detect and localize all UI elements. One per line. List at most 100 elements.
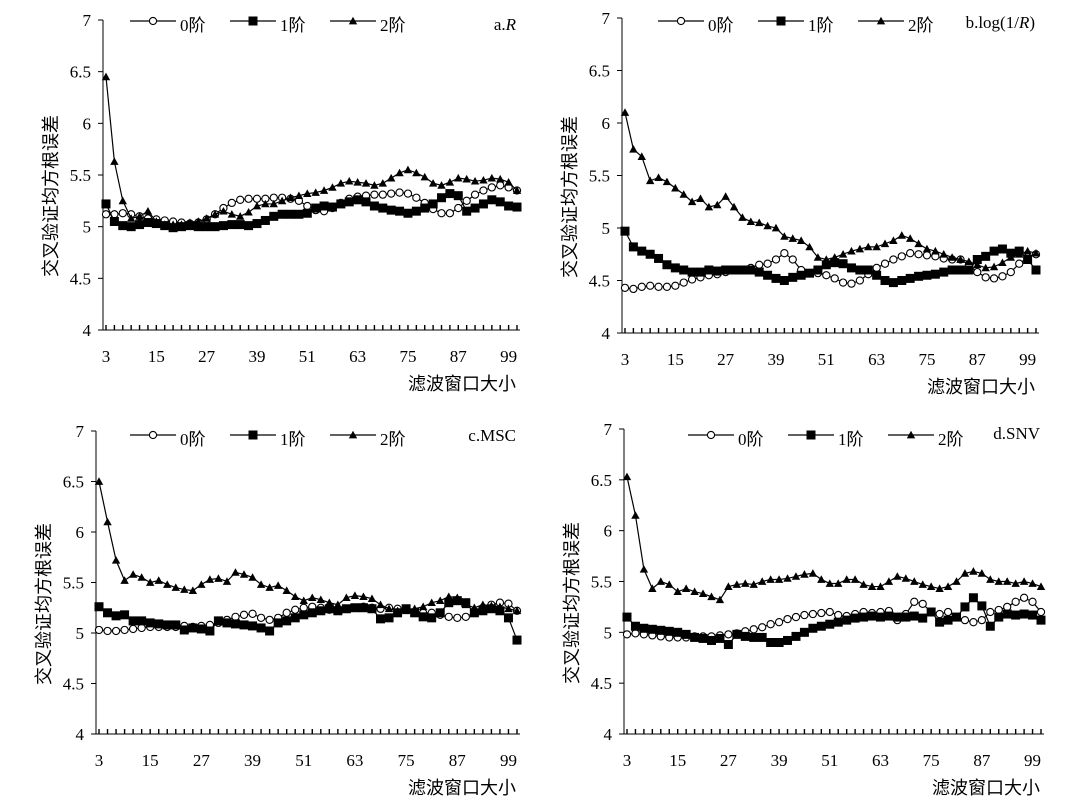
data-point-square: [830, 258, 840, 268]
data-point-triangle: [345, 177, 354, 185]
x-tick-label: 51: [299, 347, 316, 366]
data-point-triangle: [834, 579, 843, 587]
data-point-triangle: [690, 587, 699, 596]
data-point-triangle: [681, 584, 691, 592]
data-point-square: [737, 265, 747, 275]
data-point-circle: [872, 263, 881, 273]
data-point-square: [620, 226, 630, 236]
data-point-square: [981, 251, 991, 261]
y-tick-label: 4: [602, 324, 611, 343]
data-point-square: [265, 626, 275, 636]
data-point-circle: [94, 625, 104, 635]
data-point-triangle: [495, 602, 505, 611]
x-tick-label: 87: [450, 347, 468, 366]
legend-label: 2阶: [380, 430, 406, 449]
data-point-triangle: [780, 232, 789, 240]
data-point-square: [690, 632, 700, 642]
y-axis-title: 交叉验证均方根误差: [34, 522, 54, 685]
data-point-circle: [395, 188, 404, 197]
data-point-triangle: [395, 168, 404, 177]
data-point-square: [478, 606, 488, 616]
data-point-square: [670, 263, 680, 273]
data-point-triangle: [830, 253, 839, 261]
data-point-triangle: [269, 199, 278, 208]
data-point-triangle: [864, 242, 873, 251]
data-point-triangle: [1003, 577, 1012, 585]
x-tick-label: 63: [349, 347, 366, 366]
data-point-circle: [445, 209, 455, 218]
data-point-triangle: [922, 244, 932, 253]
data-point-triangle: [239, 570, 249, 578]
data-point-square: [101, 199, 111, 209]
data-point-circle: [906, 249, 915, 258]
data-point-triangle: [316, 595, 325, 604]
data-point-square: [145, 618, 155, 628]
data-point-square: [723, 640, 733, 650]
x-tick-label: 3: [95, 751, 104, 770]
data-point-triangle: [813, 253, 823, 261]
x-tick-label: 99: [1024, 751, 1041, 770]
x-tick-label: 51: [295, 751, 312, 770]
data-point-triangle: [825, 579, 834, 587]
data-point-triangle: [1023, 246, 1032, 255]
data-point-circle: [646, 281, 655, 290]
chart-title: d.SNV: [993, 424, 1040, 444]
data-point-square: [302, 208, 312, 218]
data-point-square: [630, 621, 640, 631]
legend-label: 2阶: [938, 430, 964, 449]
data-point-circle: [291, 605, 300, 614]
y-tick-label: 5.5: [70, 166, 91, 185]
x-tick-label: 87: [969, 350, 987, 369]
data-point-triangle: [808, 569, 818, 577]
data-point-triangle: [842, 575, 851, 583]
data-point-square: [358, 603, 368, 613]
data-point-triangle: [838, 250, 848, 258]
data-point-triangle: [231, 568, 240, 576]
data-point-square: [825, 619, 835, 629]
data-point-square: [695, 267, 705, 277]
data-point-triangle: [461, 600, 471, 609]
data-point-triangle: [512, 606, 522, 615]
data-point-circle: [654, 282, 663, 291]
x-tick-label: 15: [142, 751, 159, 770]
data-point-triangle: [755, 218, 764, 227]
data-point-square: [1023, 255, 1033, 264]
legend-swatch-square: [788, 430, 834, 440]
data-point-circle: [662, 282, 672, 291]
data-point-circle: [783, 614, 792, 624]
data-point-circle: [1019, 593, 1029, 602]
data-point-triangle: [876, 582, 885, 590]
data-point-circle: [444, 612, 453, 621]
legend-label: 2阶: [380, 16, 406, 35]
data-point-square: [850, 613, 860, 623]
chart-plot-4: 4 4.5 5 5.5 6 6.5 7 3 15 27 39 51 63 75 87 99: [591, 420, 1046, 770]
data-point-triangle: [947, 253, 957, 261]
x-tick-label: 51: [818, 350, 835, 369]
data-point-triangle: [956, 255, 965, 263]
data-point-square: [779, 276, 789, 285]
data-point-triangle: [926, 582, 936, 590]
data-point-square: [256, 623, 266, 633]
data-point-circle: [791, 612, 801, 622]
data-point-square: [799, 627, 809, 637]
data-point-triangle: [342, 593, 351, 602]
chart-plot-1: 4 4.5 5 5.5 6 6.5 7 3 15 27 39 51 63 75 87 99: [70, 11, 522, 366]
data-point-square: [294, 209, 304, 219]
data-point-square: [1002, 609, 1012, 619]
data-point-circle: [303, 201, 312, 211]
data-point-square: [336, 199, 346, 209]
data-point-square: [935, 617, 945, 627]
data-point-triangle: [177, 220, 186, 228]
data-point-square: [469, 608, 479, 618]
data-point-square: [930, 269, 940, 279]
x-tick-label: 87: [449, 751, 467, 770]
data-point-square: [143, 218, 153, 228]
data-point-circle: [120, 625, 129, 635]
data-point-circle: [265, 615, 274, 625]
x-tick-label: 75: [399, 347, 416, 366]
data-point-square: [956, 265, 966, 275]
x-tick-label: 99: [500, 347, 517, 366]
data-point-square: [673, 627, 683, 637]
data-point-circle: [282, 608, 291, 617]
data-point-square: [875, 612, 885, 622]
